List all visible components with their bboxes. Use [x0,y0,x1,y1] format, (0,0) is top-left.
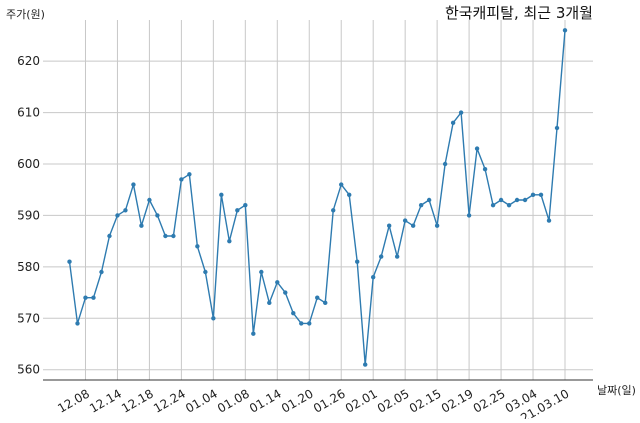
x-axis-label: 날짜(일) [597,383,636,397]
x-tick-label: 01.04 [183,386,220,415]
data-point [251,331,256,336]
x-tick-label: 02.19 [439,386,476,415]
data-point [522,197,528,203]
data-point [187,172,192,177]
data-point [107,233,112,239]
data-point [259,269,264,275]
data-point [275,280,280,285]
data-point [394,254,400,259]
x-tick-label: 12.14 [87,386,124,415]
y-tick-label: 560 [17,363,40,377]
data-point [562,28,568,33]
y-tick-label: 590 [17,208,40,222]
data-point [299,321,304,326]
y-tick-label: 600 [17,157,40,171]
x-tick-label: 12.24 [151,386,188,415]
chart-title: 한국캐피탈, 최근 3개월 [445,4,593,22]
x-tick-label: 01.20 [279,386,316,415]
data-point [450,120,456,126]
data-point [466,213,472,218]
data-point [418,202,424,208]
data-point [474,146,480,151]
data-point [370,274,376,280]
data-point [139,223,144,228]
data-point [331,208,336,213]
data-point [355,259,360,264]
x-tick-label: 01.26 [311,386,348,415]
data-point [227,238,232,244]
data-point [323,300,328,306]
y-axis-label: 주가(원) [6,8,45,21]
data-point [458,110,464,115]
data-point [490,202,496,208]
data-point [267,300,272,306]
grid [43,20,593,380]
data-point [115,213,120,218]
data-point [155,213,160,218]
data-point [83,295,88,300]
x-tick-label: 02.25 [471,386,508,415]
data-point [211,316,216,321]
data-point [307,321,312,326]
data-point [410,223,416,228]
data-point [195,244,200,249]
x-tick-label: 12.18 [119,386,156,415]
price-line [68,30,566,366]
y-tick-label: 610 [17,106,40,120]
data-point [363,362,368,367]
data-point [386,223,392,228]
data-point [378,254,384,259]
data-point [163,233,168,239]
data-point [147,197,152,203]
data-point [426,197,432,203]
data-point [514,197,520,203]
x-tick-label: 02.05 [375,386,412,415]
y-tick-label: 580 [17,260,40,274]
data-point [243,202,248,208]
data-point [482,166,488,172]
data-point [283,290,288,295]
x-tick-labels: 12.0812.1412.1812.2401.0401.0801.1401.20… [55,386,571,423]
data-point [442,161,448,167]
data-point [99,269,104,275]
data-point [75,321,80,326]
data-point [291,310,296,316]
data-point [506,202,512,208]
y-tick-label: 620 [17,54,40,68]
x-tick-label: 01.08 [215,386,252,415]
y-tick-labels: 560 570 580 590 600 610 620 [17,54,40,377]
series [67,28,568,367]
data-point [315,295,320,300]
x-tick-label: 12.08 [55,386,92,415]
x-tick-label: 01.14 [247,386,284,415]
data-point [235,208,240,213]
data-point [171,233,176,239]
data-point [179,177,184,182]
data-point [498,197,504,203]
data-point [434,223,440,228]
data-point [203,269,208,275]
data-point [339,182,344,187]
data-point [554,125,560,131]
data-point [538,192,544,198]
data-point [131,182,136,187]
data-point [530,192,536,198]
data-point [67,259,72,264]
data-point [219,192,224,198]
data-point [123,208,128,213]
x-tick-label: 02.01 [343,386,380,415]
y-tick-label: 570 [17,311,40,325]
data-point [546,218,552,223]
data-point [91,295,96,300]
data-point [347,192,352,198]
x-tick-label: 02.15 [407,386,444,415]
data-point [402,218,408,223]
